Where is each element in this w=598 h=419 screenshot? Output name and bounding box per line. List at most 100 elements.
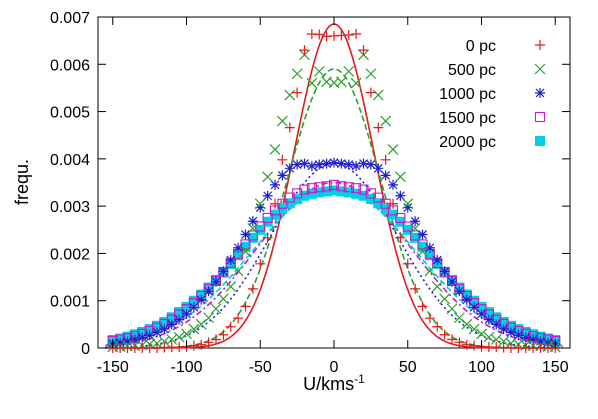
y-tick-label: 0.007 <box>50 10 90 27</box>
marker-star-shape <box>542 337 553 348</box>
data-point <box>432 255 443 266</box>
marker-cross-shape <box>439 293 451 305</box>
data-point <box>284 89 296 101</box>
data-point <box>483 307 494 318</box>
marker-cross-shape <box>254 198 266 210</box>
marker-cross-shape <box>247 222 259 234</box>
marker-star-shape <box>255 202 266 213</box>
marker-star-shape <box>483 314 494 325</box>
data-point <box>410 283 421 294</box>
legend-marker <box>535 40 545 50</box>
data-point <box>461 339 472 350</box>
marker-plus-shape <box>388 198 398 209</box>
data-point <box>314 182 325 193</box>
data-point <box>542 337 553 348</box>
marker-star-shape <box>181 308 192 319</box>
data-point <box>262 232 273 243</box>
data-point <box>513 330 524 341</box>
marker-cross-shape <box>483 331 495 343</box>
marker-cross-shape <box>291 68 303 80</box>
data-point <box>292 194 303 205</box>
data-point <box>380 154 391 165</box>
data-point <box>188 295 199 306</box>
marker-cross-shape <box>387 143 399 155</box>
data-point <box>152 327 162 338</box>
x-tick-label: -150 <box>97 359 129 376</box>
marker-open-square-shape <box>373 192 384 203</box>
data-point <box>306 183 317 194</box>
marker-cross-shape <box>372 89 384 101</box>
data-point <box>498 316 509 327</box>
marker-plus-shape <box>410 283 421 294</box>
data-point <box>351 183 362 194</box>
data-point <box>225 255 236 266</box>
marker-open-square-shape <box>247 230 258 241</box>
marker-star-shape <box>351 160 362 171</box>
data-point <box>343 159 354 170</box>
legend-marker <box>534 111 546 123</box>
legend: 0 pc 500 pc 1000 pc 1500 pc 2000 pc <box>439 38 546 151</box>
marker-star-shape <box>506 327 516 338</box>
data-point <box>372 89 384 101</box>
data-point <box>166 312 177 323</box>
data-point <box>284 163 295 174</box>
marker-filled-square-shape <box>498 316 509 327</box>
data-point <box>158 335 170 347</box>
data-point <box>461 289 472 300</box>
marker-star-shape <box>233 242 244 253</box>
data-point <box>410 232 421 243</box>
data-point <box>343 65 355 77</box>
data-point <box>181 308 192 319</box>
data-point <box>387 143 399 155</box>
marker-star-shape <box>336 158 347 169</box>
x-tick-label: -100 <box>170 359 202 376</box>
marker-cross-shape <box>240 246 251 257</box>
data-point <box>277 170 288 181</box>
marker-open-square-shape <box>410 230 421 241</box>
marker-star-shape <box>424 242 435 253</box>
data-point <box>159 324 170 335</box>
marker-plus-shape <box>439 329 450 340</box>
data-point <box>476 308 487 319</box>
data-point <box>498 324 509 335</box>
x-tick-label: 0 <box>330 359 339 376</box>
data-point <box>306 188 317 199</box>
marker-filled-square-shape <box>358 190 369 201</box>
data-point <box>276 115 288 127</box>
data-point <box>469 340 480 351</box>
data-point <box>439 266 450 277</box>
marker-filled-square-shape <box>513 324 524 335</box>
data-point <box>380 115 392 127</box>
marker-star-shape <box>380 170 391 181</box>
marker-star-shape <box>491 319 502 330</box>
data-point <box>240 229 251 240</box>
x-tick-label: 50 <box>399 359 417 376</box>
data-point <box>299 184 310 195</box>
data-point <box>291 68 303 80</box>
marker-cross-shape <box>313 65 325 77</box>
data-point <box>358 45 369 56</box>
y-tick-labels: 0 0.001 0.002 0.003 0.004 0.005 0.006 0.007 <box>50 10 90 358</box>
marker-plus-shape <box>240 301 251 312</box>
data-point <box>476 328 487 340</box>
marker-open-square-shape <box>328 179 340 190</box>
data-point <box>395 232 406 243</box>
marker-filled-square-shape <box>483 307 494 318</box>
marker-plus-shape <box>424 313 435 324</box>
data-point <box>262 190 273 201</box>
data-point <box>402 202 413 213</box>
marker-star-shape <box>188 302 199 313</box>
data-point <box>292 188 303 199</box>
data-point <box>299 158 310 169</box>
marker-star-shape <box>321 158 332 169</box>
marker-star-shape <box>388 179 398 190</box>
marker-plus-shape <box>358 45 369 56</box>
y-tick-label: 0.006 <box>50 57 90 74</box>
marker-open-square-shape <box>534 111 546 123</box>
marker-open-square-shape <box>306 183 317 194</box>
marker-star-shape <box>211 276 221 287</box>
marker-cross-shape <box>232 265 244 277</box>
marker-cross-shape <box>181 328 192 340</box>
marker-plus-shape <box>432 321 443 332</box>
data-point <box>254 198 266 210</box>
